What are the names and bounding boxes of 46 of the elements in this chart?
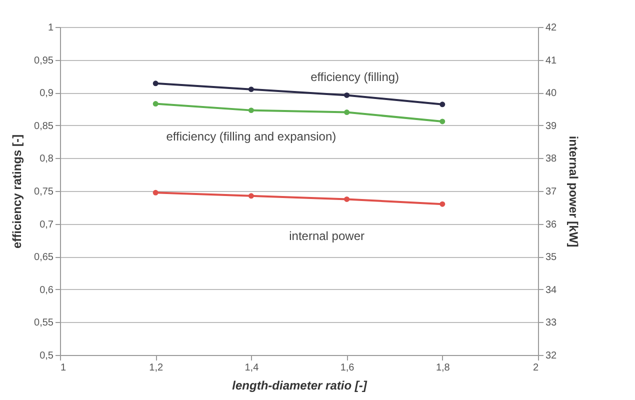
point <box>344 110 350 116</box>
point <box>440 102 446 108</box>
y-tick-label: 1 <box>48 22 54 34</box>
y-tick-label: 0,55 <box>34 318 54 329</box>
y-tick-label: 0,95 <box>34 55 54 66</box>
y2-tick-label: 41 <box>546 55 558 66</box>
y2-tick-label: 36 <box>546 219 558 230</box>
y2-tick-label: 32 <box>546 350 558 362</box>
point <box>440 201 446 207</box>
x-tick-label: 1,8 <box>436 362 450 374</box>
y-tick-label: 0,75 <box>34 186 54 198</box>
x-tick-label: 1,4 <box>244 362 260 374</box>
text: internal power <box>289 229 364 244</box>
y-tick-label: 0,85 <box>34 120 54 132</box>
y-tick-label: 0,8 <box>40 154 54 165</box>
point <box>248 108 254 114</box>
x-axis-title: length-diameter ratio [-] <box>232 378 368 392</box>
y2-tick-label: 38 <box>546 154 558 165</box>
y2-tick-label: 39 <box>546 120 558 132</box>
y-tick-label: 0,65 <box>34 252 54 264</box>
y-tick-label: 0,9 <box>40 88 54 100</box>
x-tick-label: 2 <box>532 362 539 374</box>
x-tick-label: 1 <box>60 362 66 374</box>
y-tick-label: 0,5 <box>40 350 54 362</box>
y2-tick-label: 40 <box>546 88 558 100</box>
y2-tick-label: 33 <box>546 318 558 329</box>
y2-tick-label: 42 <box>546 22 558 34</box>
x-tick-label: 1,6 <box>340 362 355 374</box>
series-label: efficiency (filling) <box>310 70 400 84</box>
series-label: efficiency (filling and expansion) <box>166 129 336 144</box>
point <box>344 196 350 202</box>
point <box>440 118 446 124</box>
y2-tick-label: 37 <box>546 186 558 198</box>
y2-axis-title: internal power [kW] <box>566 136 581 248</box>
y-tick-label: 0,6 <box>40 284 54 296</box>
y2-tick-label: 35 <box>546 252 558 264</box>
y-tick-label: 0,7 <box>40 219 54 230</box>
x-tick-label: 1,2 <box>149 362 164 374</box>
y-axis-title: efficiency ratings [-] <box>10 134 24 249</box>
point <box>152 190 158 196</box>
y2-tick-label: 34 <box>546 284 558 296</box>
point <box>152 101 158 106</box>
point <box>248 193 254 199</box>
point <box>248 86 254 92</box>
point <box>152 80 158 86</box>
point <box>344 92 350 98</box>
